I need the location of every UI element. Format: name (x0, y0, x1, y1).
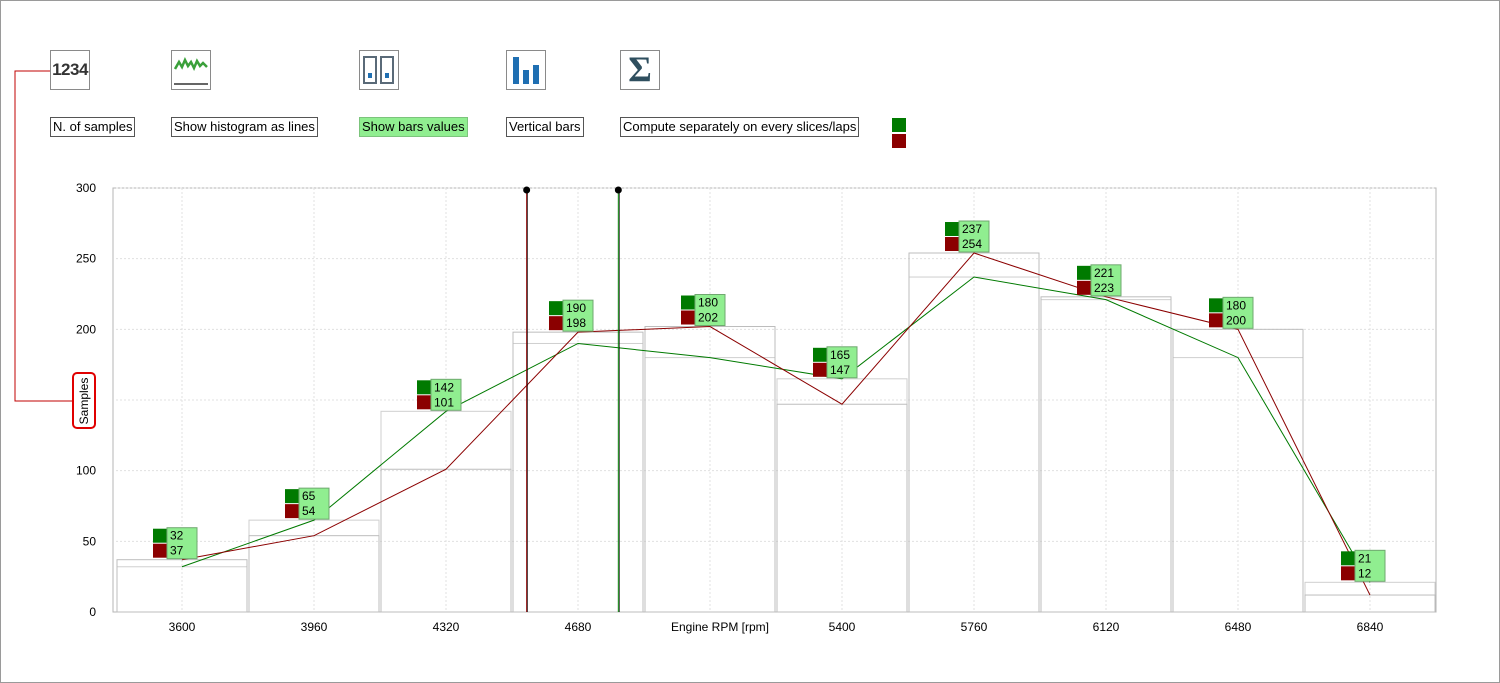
value-box (562, 299, 594, 332)
value-swatch-red (1209, 313, 1223, 328)
value-label-green: 221 (1094, 266, 1114, 280)
value-label-green: 180 (698, 296, 718, 310)
x-tick-label: 5400 (829, 620, 856, 634)
value-swatch-red (153, 543, 167, 558)
series-red-swatch[interactable] (892, 134, 906, 148)
value-label-red: 200 (1226, 313, 1246, 327)
numbers-1234-icon-text: 1234 (52, 60, 88, 79)
value-swatch-green (549, 301, 563, 316)
y-tick-label: 0 (89, 605, 96, 619)
value-box (694, 294, 726, 327)
value-label-red: 254 (962, 237, 982, 251)
value-swatch-green (813, 347, 827, 362)
value-label-red: 12 (1358, 566, 1372, 580)
value-swatch-red (1341, 566, 1355, 581)
bar-values-icon[interactable] (359, 50, 399, 90)
value-swatch-green (681, 295, 695, 310)
cursor-handle (523, 186, 531, 194)
x-axis-label: Engine RPM [rpm] (671, 620, 769, 634)
y-axis-label[interactable]: Samples (72, 372, 96, 429)
numbers-1234-icon[interactable]: 1234 (50, 50, 90, 90)
value-labels: 3237655414210119019818020216514723725422… (153, 220, 1386, 582)
value-swatch-green (945, 222, 959, 237)
value-label-red: 202 (698, 311, 718, 325)
value-swatch-red (681, 310, 695, 325)
value-label-red: 223 (1094, 281, 1114, 295)
y-tick-label: 300 (76, 181, 96, 195)
cursors (523, 186, 622, 612)
cursor-handle (614, 186, 622, 194)
axes: 0 50 100 200 250 300 3600 3960 4320 4680 5400 5760 6… (76, 181, 1384, 634)
histogram-lines-toggle[interactable]: Show histogram as lines (171, 117, 318, 137)
vertical-bars-toggle[interactable]: Vertical bars (506, 117, 584, 137)
value-swatch-red (417, 395, 431, 410)
value-swatch-green (417, 380, 431, 395)
x-tick-label: 4680 (565, 620, 592, 634)
sigma-icon[interactable]: Σ (620, 49, 660, 90)
series-green-swatch[interactable] (892, 118, 906, 132)
n-samples-toggle[interactable]: N. of samples (50, 117, 136, 137)
value-label-red: 147 (830, 363, 850, 377)
x-tick-label: 3600 (169, 620, 196, 634)
value-swatch-green (1341, 551, 1355, 566)
bars-values-toggle[interactable]: Show bars values (359, 117, 468, 137)
value-box (298, 487, 330, 520)
value-label-green: 65 (302, 489, 316, 503)
value-label-red: 101 (434, 395, 454, 409)
wave-line-icon[interactable] (171, 50, 211, 90)
value-box (1090, 264, 1122, 297)
value-swatch-red (945, 237, 959, 252)
y-axis-label-text: Samples (77, 377, 91, 424)
value-label-green: 21 (1358, 551, 1372, 565)
value-label-red: 54 (302, 504, 316, 518)
value-box (430, 378, 462, 411)
value-label-green: 142 (434, 380, 454, 394)
value-swatch-red (285, 504, 299, 519)
value-label-green: 190 (566, 301, 586, 315)
value-swatch-green (1209, 298, 1223, 313)
value-label-green: 180 (1226, 298, 1246, 312)
value-box (958, 220, 990, 253)
value-swatch-red (1077, 280, 1091, 295)
sigma-icon-text: Σ (628, 49, 652, 89)
value-swatch-green (285, 489, 299, 504)
y-tick-label: 250 (76, 252, 96, 266)
value-swatch-green (153, 528, 167, 543)
lines (181, 252, 1371, 596)
value-box (166, 527, 198, 560)
value-swatch-red (549, 316, 563, 331)
y-tick-label: 100 (76, 464, 96, 478)
compute-separately-toggle[interactable]: Compute separately on every slices/laps (620, 117, 860, 137)
x-tick-label: 6480 (1225, 620, 1252, 634)
x-tick-label: 3960 (301, 620, 328, 634)
x-tick-label: 6840 (1357, 620, 1384, 634)
x-tick-label: 4320 (433, 620, 460, 634)
value-swatch-green (1077, 265, 1091, 280)
x-tick-label: 6120 (1093, 620, 1120, 634)
y-tick-label: 50 (83, 534, 97, 548)
y-tick-label: 200 (76, 322, 96, 336)
value-box (1354, 549, 1386, 582)
value-box (1222, 296, 1254, 329)
value-label-green: 32 (170, 529, 184, 543)
value-box (826, 346, 858, 379)
value-swatch-red (813, 362, 827, 377)
series-line-1 (181, 252, 1371, 596)
series-line-0 (181, 276, 1371, 583)
value-label-green: 165 (830, 348, 850, 362)
value-label-green: 237 (962, 222, 982, 236)
vertical-bars-icon[interactable] (506, 50, 546, 90)
value-label-red: 198 (566, 316, 586, 330)
x-tick-label: 5760 (961, 620, 988, 634)
value-label-red: 37 (170, 544, 184, 558)
